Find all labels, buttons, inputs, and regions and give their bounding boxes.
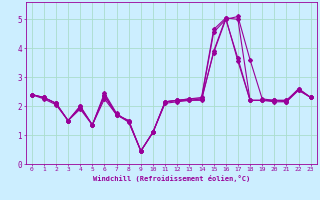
X-axis label: Windchill (Refroidissement éolien,°C): Windchill (Refroidissement éolien,°C) xyxy=(92,175,250,182)
